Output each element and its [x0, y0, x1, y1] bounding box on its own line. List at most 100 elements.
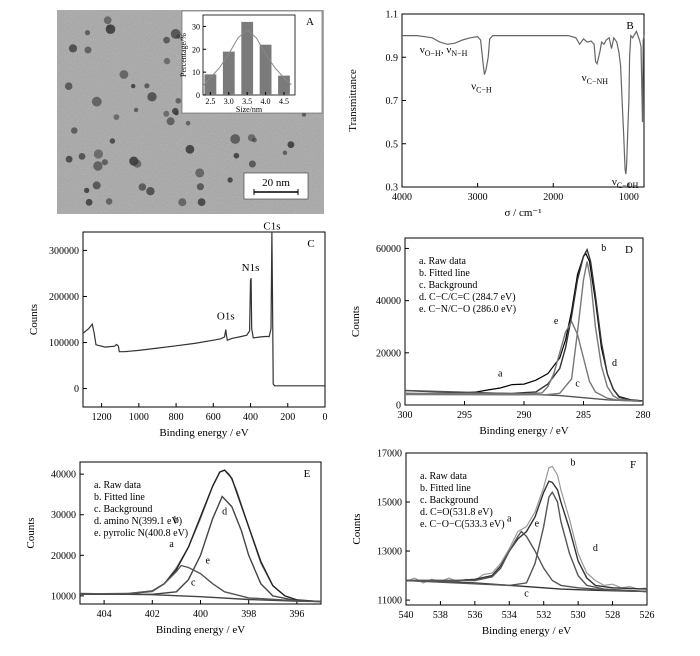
nanoparticle	[91, 96, 102, 107]
panel-F: 540 538 536 534 532 530 528 526 11000 13000 15000 1…	[351, 449, 655, 638]
nanoparticle	[84, 187, 90, 194]
x-tick-label: 400	[243, 412, 258, 423]
y-axis-label: Counts	[351, 513, 363, 544]
curve-label: a	[169, 539, 174, 550]
curve-e	[79, 564, 322, 603]
nanoparticle	[248, 160, 256, 168]
legend-entry: b. Fitted line	[420, 483, 471, 494]
nanoparticle	[196, 183, 204, 191]
scale-bar-label: 20 nm	[262, 177, 290, 189]
nanoparticle	[84, 29, 91, 36]
inset-x-tick-label: 3.0	[224, 97, 234, 106]
x-tick-label: 538	[433, 610, 448, 621]
legend-entry: a. Raw data	[419, 256, 466, 267]
legend-entry: a. Raw data	[94, 480, 141, 491]
legend-entry: d. C=O(531.8 eV)	[420, 507, 493, 518]
y-tick-label: 10000	[51, 591, 76, 602]
inset-x-tick-label: 2.5	[205, 97, 215, 106]
x-tick-label: 528	[605, 610, 620, 621]
inset-y-label: Percentage/%	[179, 33, 188, 77]
peak-label: N1s	[242, 262, 260, 274]
legend-entry: e. pyrrolic N(400.8 eV)	[94, 528, 188, 539]
nanoparticle	[163, 110, 170, 117]
y-tick-label: 40000	[376, 296, 401, 307]
y-tick-label: 0.3	[386, 183, 399, 194]
x-tick-label: 534	[502, 610, 517, 621]
y-tick-label: 300000	[49, 246, 79, 257]
curve-label: d	[593, 543, 598, 554]
curve-c	[404, 389, 644, 402]
nanoparticle	[78, 153, 86, 160]
x-tick-label: 300	[398, 410, 413, 421]
plot-frame	[405, 452, 648, 606]
inset-x-label: Size/nm	[236, 105, 263, 114]
legend-entry: d. amino N(399.1 eV)	[94, 516, 182, 527]
legend-entry: c. Background	[94, 504, 152, 515]
nanoparticle	[147, 92, 157, 102]
inset-x-tick-label: 3.5	[242, 97, 252, 106]
nanoparticle	[101, 159, 108, 166]
x-tick-label: 402	[145, 609, 160, 620]
curve-label: c	[191, 578, 196, 589]
nanoparticle	[195, 168, 205, 178]
legend-entry: b. Fitted line	[419, 268, 470, 279]
nanoparticle	[146, 187, 155, 196]
peak-label: νC−H	[471, 81, 492, 95]
inset-y-tick-label: 10	[192, 68, 200, 77]
spectrum-line	[82, 231, 325, 387]
legend-entry: c. Background	[420, 495, 478, 506]
panel-letter: E	[304, 468, 311, 480]
curve-d	[80, 495, 322, 603]
nanoparticle	[129, 156, 139, 166]
nanoparticle	[64, 82, 73, 90]
curve-d	[405, 490, 648, 593]
x-axis-label: Binding energy / eV	[482, 625, 571, 637]
legend-entry: d. C−C/C=C (284.7 eV)	[419, 292, 516, 303]
legend-entry: c. Background	[419, 280, 477, 291]
x-tick-label: 1000	[129, 412, 149, 423]
y-axis-label: Counts	[25, 517, 37, 548]
nanoparticle	[178, 198, 187, 207]
nanoparticle	[93, 161, 103, 171]
x-axis-label: σ / cm⁻¹	[504, 207, 541, 219]
peak-label: O1s	[217, 311, 235, 323]
y-tick-label: 15000	[377, 498, 402, 509]
x-tick-label: 526	[640, 610, 655, 621]
x-tick-label: 0	[323, 412, 328, 423]
inset-y-tick-label: 20	[192, 45, 200, 54]
nanoparticle	[287, 141, 295, 149]
y-tick-label: 20000	[376, 348, 401, 359]
nanoparticle	[282, 150, 288, 155]
curve-label: b	[174, 515, 179, 526]
nanoparticle	[170, 29, 181, 39]
y-tick-label: 0.5	[386, 139, 399, 150]
inset-bar	[241, 21, 254, 95]
x-tick-label: 530	[571, 610, 586, 621]
x-tick-label: 396	[289, 609, 304, 620]
nanoparticle	[133, 107, 139, 113]
curve-label: e	[554, 316, 559, 327]
x-tick-label: 600	[206, 412, 221, 423]
curve-label: d	[612, 358, 617, 369]
y-tick-label: 0	[396, 401, 401, 412]
x-tick-label: 398	[241, 609, 256, 620]
curve-a	[405, 465, 648, 590]
y-tick-label: 0.7	[386, 96, 399, 107]
x-tick-label: 295	[457, 410, 472, 421]
nanoparticle	[163, 36, 171, 44]
curve-label: d	[222, 507, 227, 518]
curve-label: e	[535, 519, 540, 530]
panel-letter: B	[626, 20, 633, 32]
inset-y-tick-label: 0	[196, 91, 200, 100]
y-axis-label: Transmittance	[347, 69, 359, 132]
legend-entry: a. Raw data	[420, 471, 467, 482]
nanoparticle	[163, 57, 171, 65]
x-tick-label: 290	[517, 410, 532, 421]
nanoparticle	[93, 149, 103, 159]
nanoparticle	[85, 198, 93, 206]
spectrum-line	[402, 29, 645, 175]
y-tick-label: 30000	[51, 510, 76, 521]
peak-label: νC−OH	[612, 176, 639, 190]
x-tick-label: 4000	[392, 192, 412, 203]
